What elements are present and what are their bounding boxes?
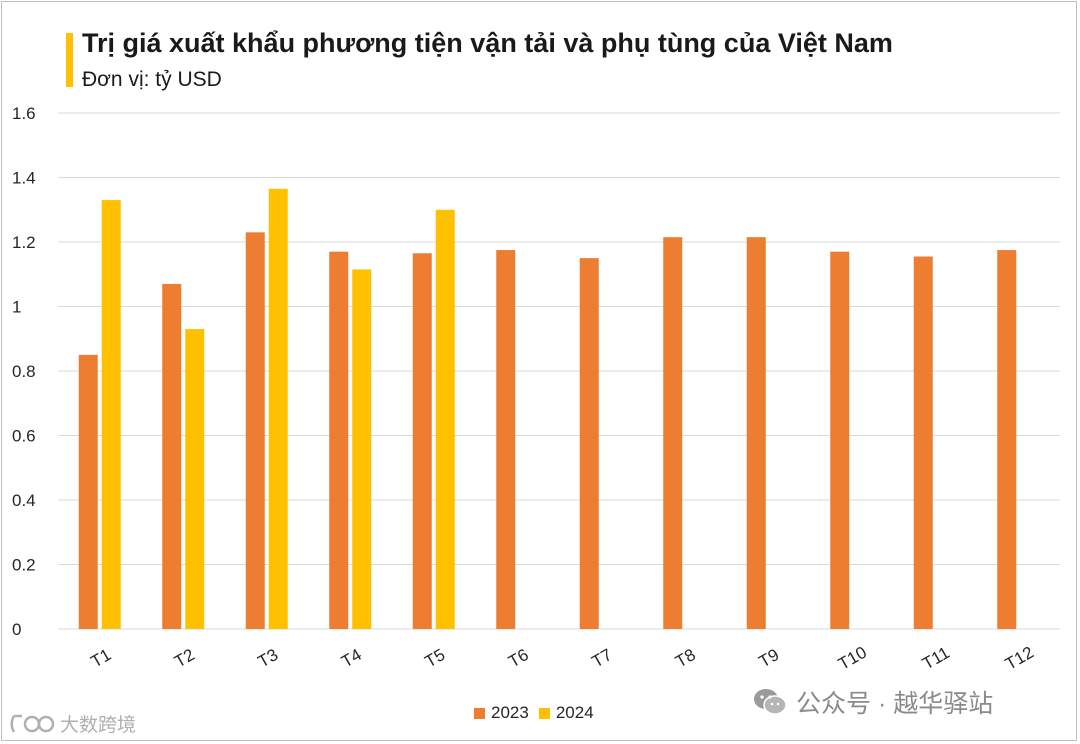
chart-subtitle: Đơn vị: tỷ USD bbox=[82, 68, 222, 91]
y-tick-label-3: 0.6 bbox=[12, 427, 36, 446]
x-tick-label-T8: T8 bbox=[672, 645, 699, 671]
bar-2023-T5 bbox=[412, 253, 432, 629]
x-tick-label-T10: T10 bbox=[835, 643, 870, 674]
brand-logo-icon bbox=[10, 714, 55, 733]
y-tick-label-7: 1.4 bbox=[12, 169, 36, 188]
y-tick-label-5: 1 bbox=[12, 298, 21, 317]
x-tick-label-T5: T5 bbox=[422, 645, 449, 671]
wechat-watermark-text: 公众号 · 越华驿站 bbox=[796, 690, 994, 718]
bar-2024-T2 bbox=[185, 329, 205, 629]
legend-item-2023: 2023 bbox=[474, 703, 529, 723]
bar-2023-T9 bbox=[746, 237, 766, 629]
chart-title: Trị giá xuất khẩu phương tiện vận tải và… bbox=[82, 28, 893, 58]
x-tick-label-T12: T12 bbox=[1002, 643, 1037, 674]
bar-2023-T11 bbox=[913, 256, 933, 629]
bar-2023-T1 bbox=[78, 354, 98, 629]
x-tick-label-T1: T1 bbox=[88, 645, 115, 671]
x-tick-label-T6: T6 bbox=[505, 645, 532, 671]
wechat-icon bbox=[754, 689, 787, 715]
y-tick-label-1: 0.2 bbox=[12, 556, 36, 575]
legend-label-2024: 2024 bbox=[555, 703, 594, 722]
y-tick-label-0: 0 bbox=[12, 620, 21, 639]
bar-2024-T1 bbox=[101, 200, 121, 629]
y-tick-label-2: 0.4 bbox=[12, 491, 36, 510]
bar-2023-T8 bbox=[663, 237, 683, 629]
wechat-watermark: 公众号 · 越华驿站 bbox=[752, 684, 993, 720]
bar-2024-T5 bbox=[435, 209, 455, 629]
x-tick-label-T11: T11 bbox=[919, 643, 953, 673]
brand-watermark: 大数跨境 bbox=[10, 710, 136, 737]
x-tick-label-T7: T7 bbox=[589, 645, 616, 671]
x-tick-label-T3: T3 bbox=[255, 645, 282, 671]
bar-2023-T10 bbox=[830, 251, 850, 630]
y-tick-label-8: 1.6 bbox=[12, 104, 36, 123]
x-tick-label-T9: T9 bbox=[756, 645, 783, 671]
bar-2024-T3 bbox=[268, 188, 288, 629]
bar-2023-T4 bbox=[329, 251, 349, 630]
legend-label-2023: 2023 bbox=[491, 703, 529, 722]
bar-2023-T2 bbox=[162, 283, 182, 629]
bar-2023-T7 bbox=[579, 258, 599, 629]
brand-watermark-text: 大数跨境 bbox=[60, 715, 137, 736]
legend-swatch-2023 bbox=[474, 707, 485, 719]
bar-2023-T12 bbox=[997, 250, 1017, 629]
x-tick-label-T2: T2 bbox=[171, 645, 198, 671]
title-accent-bar bbox=[66, 33, 73, 87]
x-tick-label-T4: T4 bbox=[338, 645, 365, 671]
legend-swatch-2024 bbox=[538, 707, 550, 719]
y-tick-label-6: 1.2 bbox=[12, 233, 36, 252]
bar-2024-T4 bbox=[352, 269, 372, 629]
bar-2023-T6 bbox=[496, 250, 516, 629]
bar-2023-T3 bbox=[245, 232, 265, 629]
legend-item-2024: 2024 bbox=[538, 703, 594, 723]
legend: 2023 2024 bbox=[474, 703, 594, 723]
y-tick-label-4: 0.8 bbox=[12, 362, 36, 381]
